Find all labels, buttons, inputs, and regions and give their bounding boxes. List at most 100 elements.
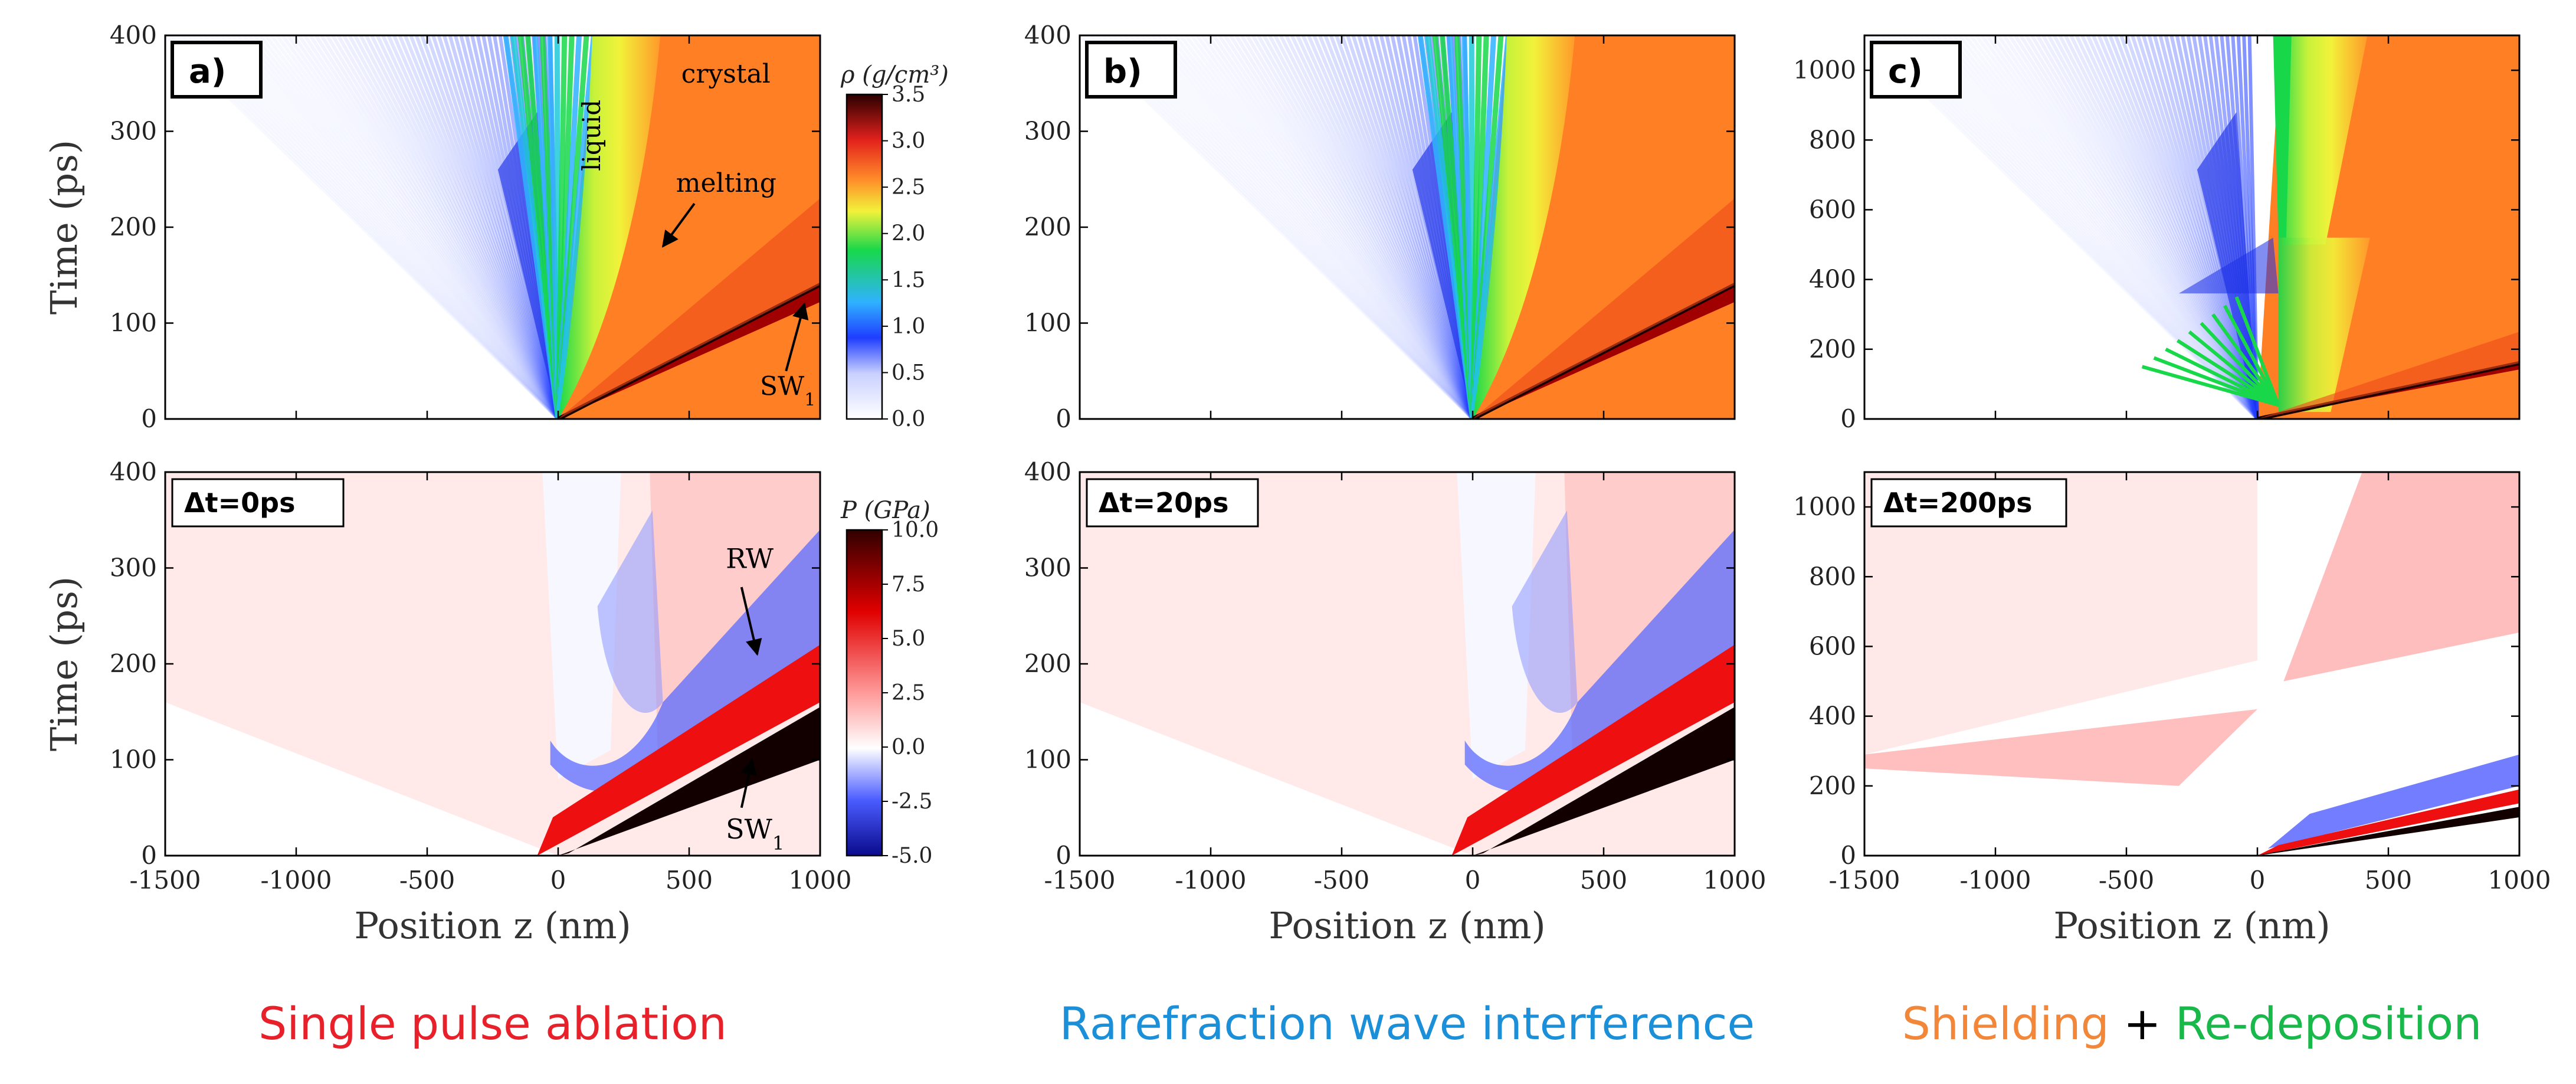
x-tick-label: 0: [550, 866, 566, 895]
colorbar-tick-label: 3.5: [892, 83, 925, 107]
caption-0: Single pulse ablation: [80, 997, 906, 1050]
plume-ray: [448, 35, 560, 419]
y-tick-label: 200: [110, 649, 157, 678]
x-tick-label: 1000: [2488, 866, 2551, 895]
compressed-region: [558, 198, 820, 419]
plume-ray: [1273, 35, 1474, 419]
y-tick-label: 0: [1056, 404, 1071, 433]
plume-ray: [1980, 35, 2259, 419]
plume-ray: [1340, 35, 1474, 419]
y-tick-label: 400: [1809, 265, 1856, 294]
plume-ray: [1963, 35, 2259, 419]
caption-part: Rarefraction wave interference: [1059, 997, 1755, 1050]
plume-ray: [2131, 35, 2259, 419]
colorbar: [845, 93, 883, 420]
plume-ray: [1301, 35, 1474, 419]
plume-wedge: [1457, 472, 1536, 779]
plume-ray: [392, 35, 560, 419]
plume-ray: [1267, 35, 1474, 419]
y-tick-label: 100: [1024, 309, 1071, 338]
plume-ray: [1329, 35, 1474, 419]
ejecta-ray: [2141, 365, 2279, 407]
plume-ray: [292, 35, 560, 419]
plume-ray: [2080, 35, 2259, 419]
plume-ray: [1217, 35, 1474, 419]
panel-2-density: 0 200 400 600 800 1000 c): [1793, 34, 2521, 433]
label-sw-sub: 1: [772, 832, 784, 854]
caption-part: +: [2109, 997, 2175, 1050]
plume-ray: [364, 35, 560, 419]
plume-ray: [1969, 35, 2259, 419]
colorbar-tick-label: -2.5: [892, 790, 932, 814]
plume-ray: [1323, 35, 1474, 419]
colorbar-tick-label: 10.0: [892, 518, 939, 542]
plume-ray: [303, 35, 560, 419]
plume-ray: [1351, 35, 1474, 419]
pressure-haze: [1864, 472, 2257, 755]
colorbar-tick-label: 2.0: [892, 222, 925, 246]
plume-ray: [2113, 35, 2259, 419]
panel-label: a): [189, 53, 226, 91]
y-axis-label: Time (ps): [42, 140, 86, 315]
y-tick-label: 300: [1024, 554, 1071, 582]
label-rw: RW: [726, 543, 774, 575]
plume-ray: [1974, 35, 2259, 419]
x-tick-label: -1000: [1175, 866, 1246, 895]
plume-core: [1412, 112, 1473, 419]
density-field: [1080, 35, 1735, 419]
plume-ray: [2074, 35, 2259, 419]
label-sw: SW: [760, 371, 805, 401]
plume-ray: [353, 35, 560, 419]
liquid-region: [2276, 35, 2368, 245]
liquid-region: [1473, 35, 1575, 419]
colorbar-tick-label: 1.5: [892, 268, 925, 292]
y-tick-label: 0: [1840, 841, 1856, 870]
plume-ray: [375, 35, 560, 419]
y-tick-label: 300: [1024, 117, 1071, 146]
melt-region: [2278, 237, 2370, 412]
label-crystal: crystal: [681, 59, 771, 89]
y-tick-label: 100: [1024, 745, 1071, 774]
ejecta-ray: [2188, 330, 2280, 407]
plume-ray: [425, 35, 560, 419]
panel-label-box: [1870, 41, 1962, 99]
label-sw: SW: [726, 813, 773, 845]
y-tick-label: 0: [141, 841, 157, 870]
colorbar-tick-label: 2.5: [892, 175, 925, 199]
plume-ray: [1257, 35, 1474, 419]
plume-ray: [1240, 35, 1474, 419]
rarefaction-pocket: [1512, 510, 1578, 713]
plume-ray: [2125, 35, 2259, 419]
plume-ray: [2136, 35, 2259, 419]
y-axis-label: Time (ps): [42, 577, 86, 751]
delay-label-box: [171, 478, 345, 528]
plume-ray: [1246, 35, 1474, 419]
plume-ray: [1262, 35, 1474, 419]
ejecta-ray: [2176, 339, 2280, 407]
plume-ray: [1284, 35, 1474, 419]
rarefaction-pocket: [597, 510, 663, 713]
x-tick-label: 0: [2250, 866, 2266, 895]
y-tick-label: 1000: [1793, 492, 1856, 521]
plume-ray: [2036, 35, 2259, 419]
plume-ray: [1189, 35, 1474, 419]
colorbar-label: ρ (g/cm³): [840, 61, 949, 89]
label-melting: melting: [676, 168, 776, 198]
plume-ray: [1312, 35, 1474, 419]
plot-frame: [1863, 34, 2521, 420]
x-tick-label: 0: [1465, 866, 1481, 895]
density-field: [165, 35, 820, 419]
panel-label-box: [1085, 41, 1177, 99]
plume-ray: [1318, 35, 1474, 419]
ejecta-ray: [2234, 296, 2280, 406]
delay-label: Δt=0ps: [184, 487, 295, 519]
plume-ray: [309, 35, 560, 419]
pressure-field: [1080, 472, 1735, 856]
label-sw1-bottom: SW1: [726, 813, 784, 854]
plume-ray: [1223, 35, 1474, 419]
x-tick-label: 500: [666, 866, 713, 895]
rarefaction-wave: [2267, 754, 2519, 849]
plume-ray: [1184, 35, 1474, 419]
plume-ray: [431, 35, 560, 419]
